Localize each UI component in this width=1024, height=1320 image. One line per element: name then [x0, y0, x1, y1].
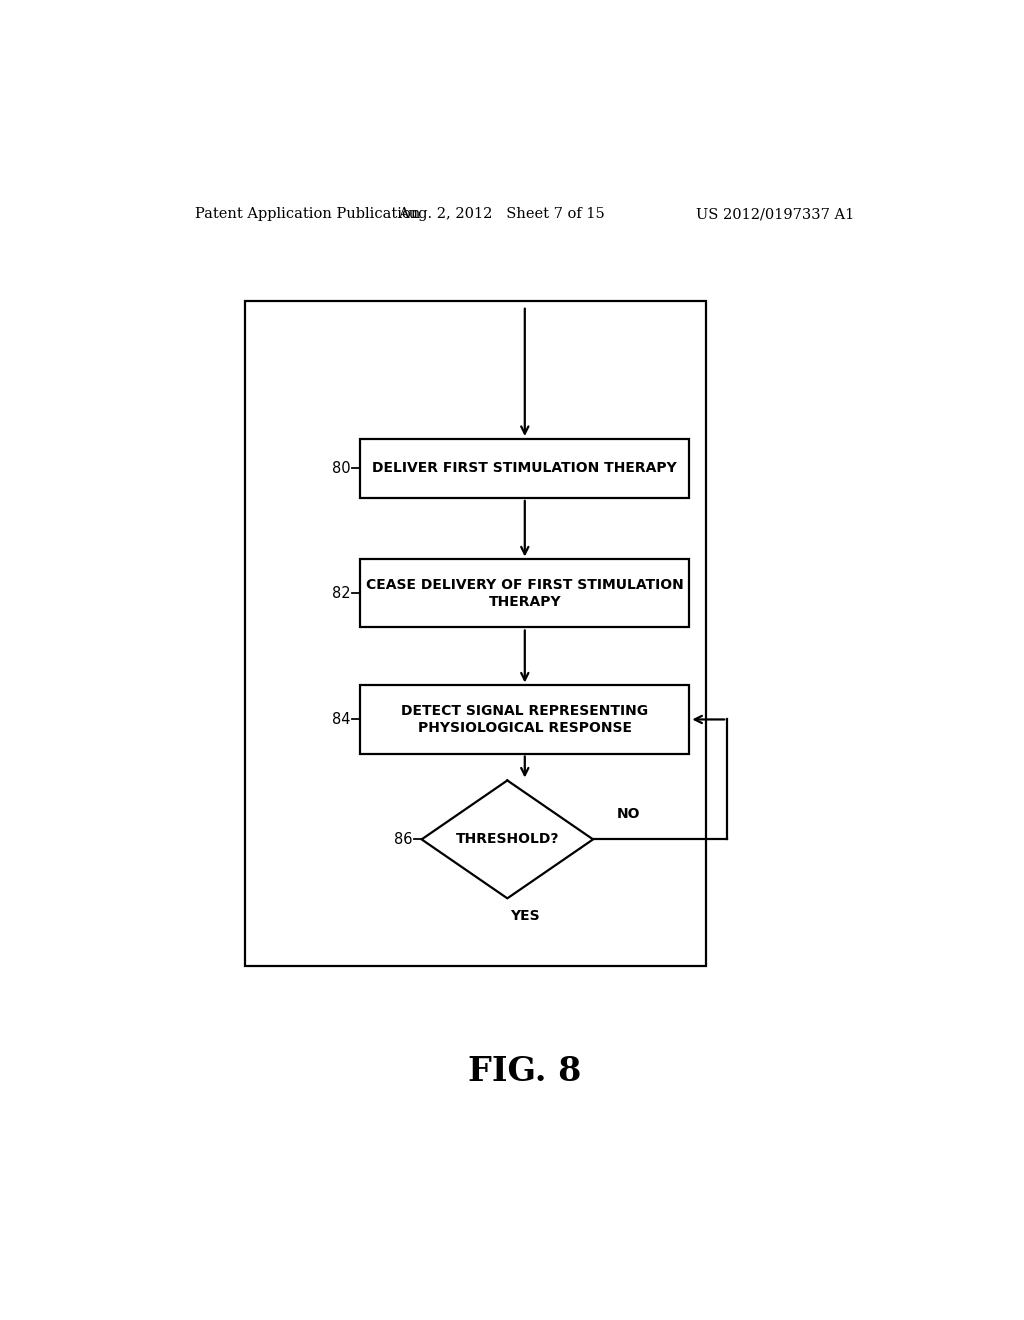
Bar	[360, 685, 689, 754]
Text: 80: 80	[332, 461, 350, 477]
Text: YES: YES	[510, 908, 540, 923]
Text: THRESHOLD?: THRESHOLD?	[456, 833, 559, 846]
Polygon shape	[422, 780, 593, 899]
Text: 82: 82	[332, 586, 350, 601]
Text: Patent Application Publication: Patent Application Publication	[196, 207, 421, 222]
Bar	[246, 301, 706, 966]
Text: DETECT SIGNAL REPRESENTING
PHYSIOLOGICAL RESPONSE: DETECT SIGNAL REPRESENTING PHYSIOLOGICAL…	[401, 704, 648, 735]
Text: Aug. 2, 2012   Sheet 7 of 15: Aug. 2, 2012 Sheet 7 of 15	[397, 207, 604, 222]
Bar	[360, 440, 689, 498]
Text: CEASE DELIVERY OF FIRST STIMULATION
THERAPY: CEASE DELIVERY OF FIRST STIMULATION THER…	[366, 578, 684, 609]
Text: NO: NO	[617, 807, 640, 821]
Text: US 2012/0197337 A1: US 2012/0197337 A1	[696, 207, 854, 222]
Text: DELIVER FIRST STIMULATION THERAPY: DELIVER FIRST STIMULATION THERAPY	[373, 462, 677, 475]
Text: 86: 86	[393, 832, 412, 847]
Text: 84: 84	[332, 711, 350, 727]
Bar	[360, 560, 689, 627]
Text: FIG. 8: FIG. 8	[468, 1056, 582, 1089]
